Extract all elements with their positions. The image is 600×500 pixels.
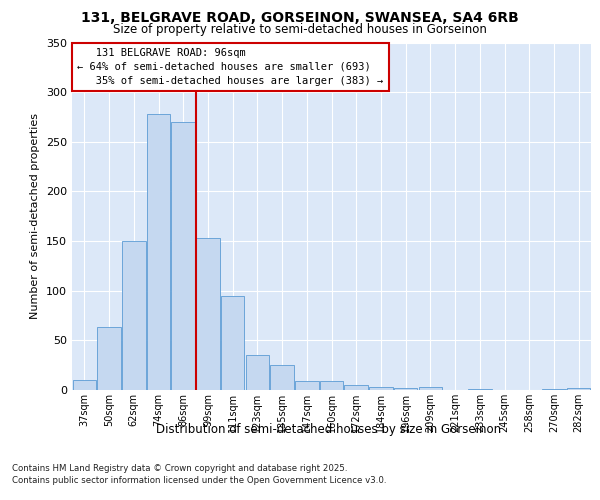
Bar	[196, 238, 220, 390]
Bar	[122, 241, 146, 390]
Bar	[394, 388, 418, 390]
Bar	[295, 381, 319, 390]
Bar	[245, 355, 269, 390]
Y-axis label: Number of semi-detached properties: Number of semi-detached properties	[31, 114, 40, 320]
Bar	[369, 387, 392, 390]
Bar	[419, 387, 442, 390]
Bar	[271, 365, 294, 390]
Bar	[468, 389, 491, 390]
Bar	[147, 114, 170, 390]
Bar	[320, 381, 343, 390]
Text: Contains HM Land Registry data © Crown copyright and database right 2025.: Contains HM Land Registry data © Crown c…	[12, 464, 347, 473]
Text: 131 BELGRAVE ROAD: 96sqm
← 64% of semi-detached houses are smaller (693)
   35% : 131 BELGRAVE ROAD: 96sqm ← 64% of semi-d…	[77, 48, 383, 86]
Bar	[344, 385, 368, 390]
Bar	[97, 328, 121, 390]
Bar	[221, 296, 244, 390]
Text: Distribution of semi-detached houses by size in Gorseinon: Distribution of semi-detached houses by …	[156, 422, 502, 436]
Text: 131, BELGRAVE ROAD, GORSEINON, SWANSEA, SA4 6RB: 131, BELGRAVE ROAD, GORSEINON, SWANSEA, …	[81, 11, 519, 25]
Bar	[73, 380, 96, 390]
Bar	[567, 388, 590, 390]
Bar	[172, 122, 195, 390]
Text: Size of property relative to semi-detached houses in Gorseinon: Size of property relative to semi-detach…	[113, 23, 487, 36]
Text: Contains public sector information licensed under the Open Government Licence v3: Contains public sector information licen…	[12, 476, 386, 485]
Bar	[542, 389, 566, 390]
